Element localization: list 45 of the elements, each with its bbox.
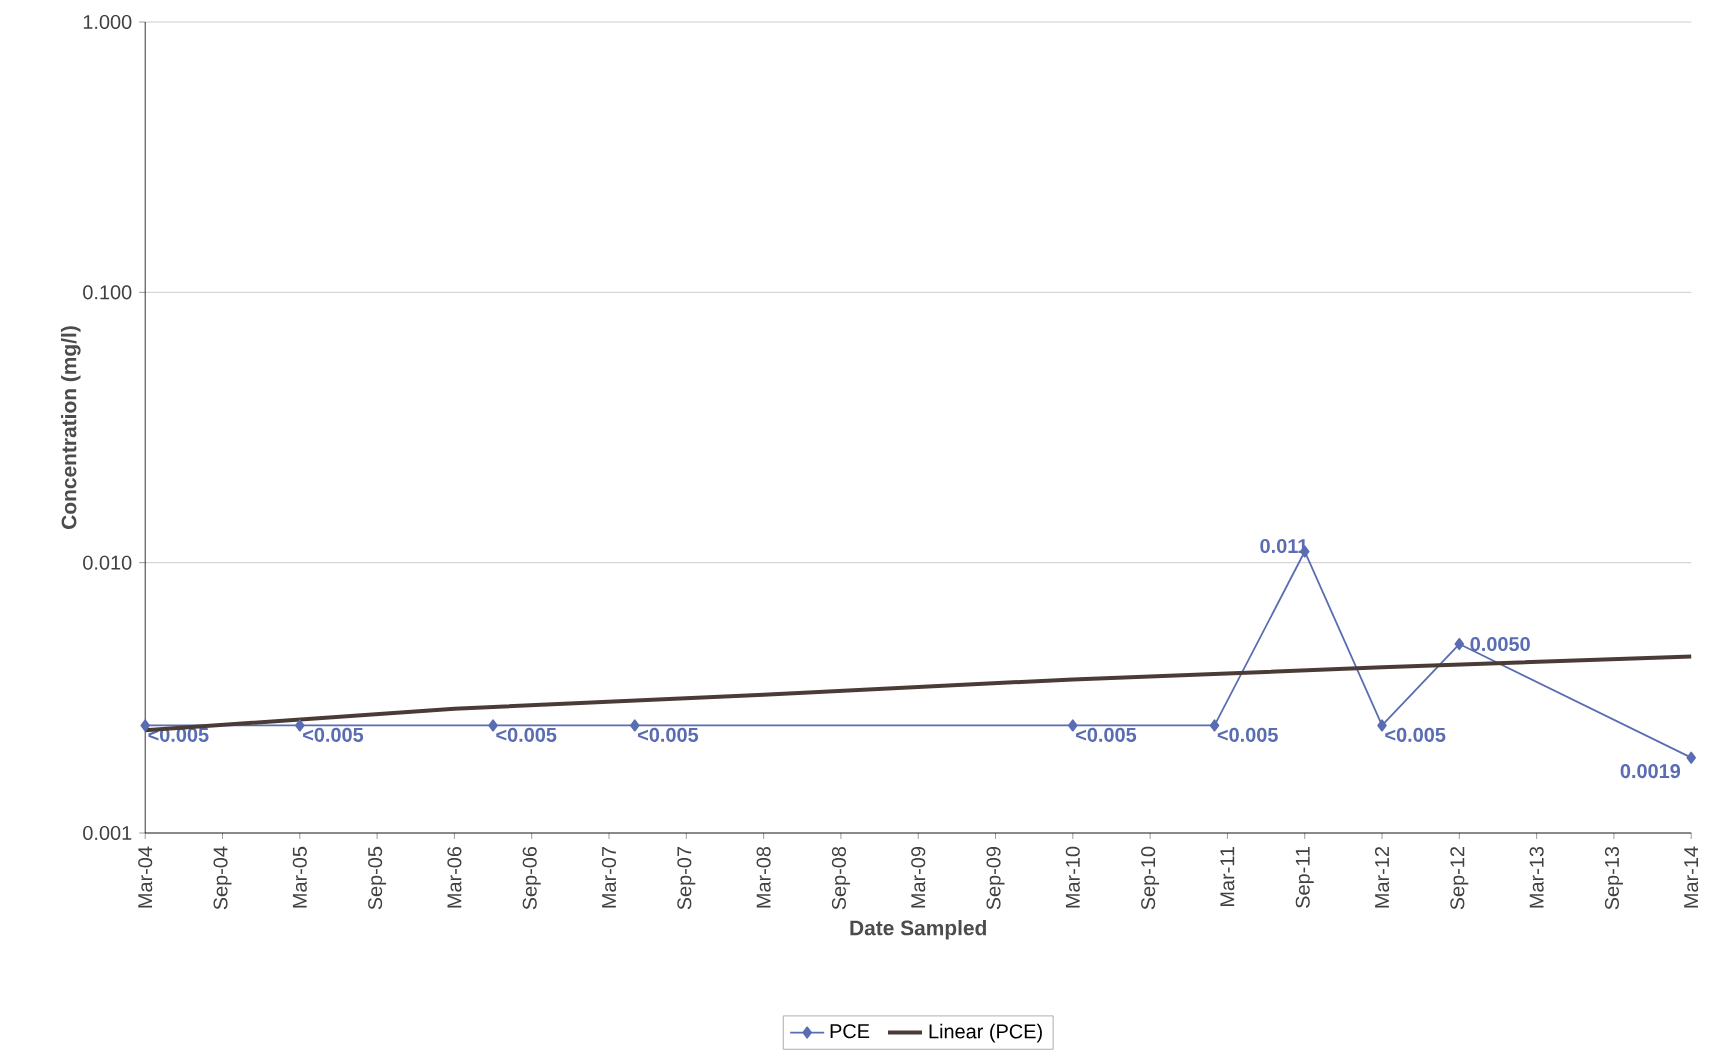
x-tick-label: Sep-10 bbox=[1141, 846, 1160, 910]
point bbox=[295, 719, 305, 732]
data-label: <0.005 bbox=[1076, 727, 1137, 742]
x-tick-label: Sep-07 bbox=[677, 847, 696, 910]
x-tick-label: Mar-09 bbox=[911, 846, 926, 908]
y-tick-label: 1.000 bbox=[83, 14, 132, 30]
x-tick-label: Mar-10 bbox=[1065, 846, 1080, 908]
x-tick-label: Sep-12 bbox=[1450, 847, 1469, 910]
point bbox=[1377, 719, 1387, 732]
data-label: <0.005 bbox=[303, 727, 364, 742]
legend-label: Linear (PCE) bbox=[929, 1023, 1042, 1043]
x-tick-label: Mar-11 bbox=[1220, 846, 1235, 907]
data-label: <0.005 bbox=[496, 727, 557, 742]
x-tick-label: Mar-14 bbox=[1684, 846, 1699, 908]
point bbox=[629, 719, 640, 732]
x-tick-label: Sep-06 bbox=[522, 846, 541, 910]
x-tick-label: Sep-13 bbox=[1604, 846, 1623, 910]
legend-label: PCE bbox=[830, 1024, 870, 1039]
y-axis-title: Concentration (mg/l) bbox=[61, 326, 81, 529]
data-label: <0.005 bbox=[638, 727, 699, 742]
x-tick-label: Mar-06 bbox=[447, 846, 462, 908]
x-tick-label: Mar-05 bbox=[292, 846, 307, 908]
x-tick-label: Sep-09 bbox=[986, 846, 1005, 910]
x-axis-title: Date Sampled bbox=[850, 919, 986, 940]
x-tick-label: Sep-08 bbox=[831, 846, 850, 910]
x-tick-label: Mar-13 bbox=[1529, 846, 1544, 908]
data-label: 0.0050 bbox=[1470, 637, 1530, 652]
y-tick-label: 0.010 bbox=[83, 555, 132, 570]
x-tick-label: Mar-12 bbox=[1374, 847, 1390, 908]
point bbox=[488, 719, 498, 732]
y-tick-label: 0.001 bbox=[83, 825, 132, 841]
data-label: <0.005 bbox=[1217, 727, 1278, 742]
y-tick-label: 0.100 bbox=[83, 285, 132, 300]
point bbox=[1686, 751, 1696, 764]
x-tick-label: Mar-07 bbox=[601, 847, 617, 908]
point bbox=[1454, 637, 1465, 651]
data-label: 0.0019 bbox=[1620, 764, 1681, 779]
x-tick-label: Sep-05 bbox=[368, 846, 387, 910]
x-tick-label: Sep-11 bbox=[1295, 846, 1314, 908]
x-tick-label: Mar-08 bbox=[756, 846, 771, 908]
point bbox=[140, 719, 150, 732]
x-tick-label: Sep-04 bbox=[213, 846, 232, 910]
data-label: <0.005 bbox=[1385, 727, 1446, 742]
point bbox=[1068, 719, 1078, 732]
x-tick-label: Mar-04 bbox=[138, 846, 153, 908]
